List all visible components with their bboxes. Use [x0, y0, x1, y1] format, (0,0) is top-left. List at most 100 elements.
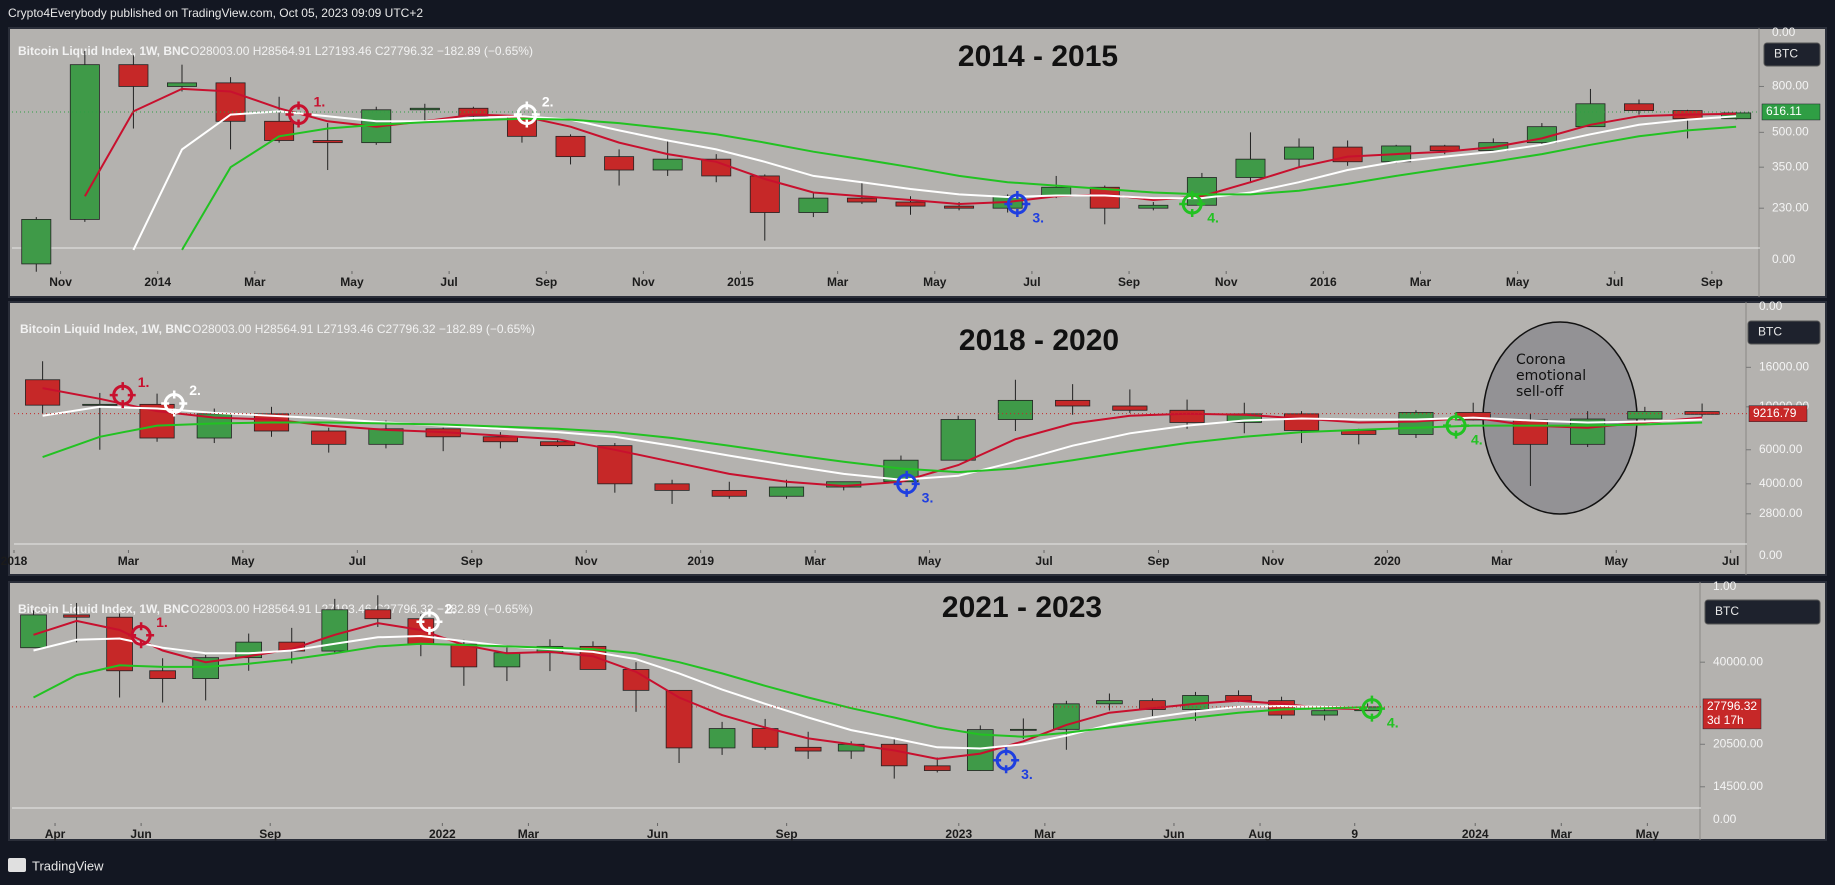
x-tick-label: Jul: [1023, 275, 1040, 289]
panel-title: 2021 - 2023: [942, 591, 1102, 624]
y-edge-label: 0.00: [1772, 25, 1796, 39]
candle-body: [798, 197, 829, 213]
signal-marker-cross: [1443, 412, 1470, 439]
candle-body: [1010, 728, 1037, 731]
y-tick-label: 16000.00: [1759, 360, 1809, 374]
candle-body: [1284, 146, 1315, 160]
annotation-ellipse: [1482, 321, 1638, 515]
candle-body: [21, 219, 52, 265]
signal-marker: 4.: [1443, 412, 1483, 447]
candle-body: [63, 614, 90, 618]
candle-body: [106, 616, 133, 672]
x-tick-label: Nov: [575, 554, 598, 568]
candle-body: [364, 609, 392, 620]
last-price-label: 9216.79: [1753, 406, 1797, 420]
x-tick-label: May: [1605, 554, 1629, 568]
last-price-label: 616.11: [1766, 104, 1802, 118]
panel-background: [8, 581, 1827, 841]
candle-body: [82, 403, 118, 406]
y-tick-label: 2800.00: [1759, 506, 1803, 520]
candle-body: [1055, 399, 1091, 407]
candle-body: [25, 379, 61, 406]
panel-background: [8, 27, 1827, 298]
signal-marker: 1.: [285, 93, 325, 128]
y-tick-label: 20500.00: [1713, 736, 1763, 750]
x-tick-label: Jul: [440, 275, 457, 289]
symbol-badge-label: BTC: [1774, 47, 1798, 61]
x-tick-label: 2019: [687, 554, 714, 568]
x-tick-label: Jul: [1606, 275, 1623, 289]
candle-body: [997, 399, 1033, 420]
signal-marker-cross: [893, 470, 920, 497]
y-tick-label: 14500.00: [1713, 779, 1763, 793]
legend-symbol: Bitcoin Liquid Index, 1W, BNC: [18, 602, 190, 616]
candle-body: [1398, 412, 1434, 435]
x-tick-label: Mar: [244, 275, 266, 289]
x-tick-label: Sep: [1118, 275, 1140, 289]
symbol-badge-label: BTC: [1758, 325, 1782, 339]
candle-body: [604, 156, 635, 171]
moving-average-line: [42, 387, 1703, 488]
candle-body: [944, 205, 975, 209]
signal-marker-cross: [109, 382, 136, 409]
x-tick-label: May: [1506, 275, 1530, 289]
signal-marker: 3.: [893, 470, 933, 506]
y-edge-label: 0.00: [1759, 548, 1783, 562]
moving-average-line: [84, 87, 1737, 206]
x-tick-label: 2022: [429, 827, 456, 841]
panel-title: 2018 - 2020: [959, 324, 1119, 357]
candle-body: [458, 107, 489, 117]
legend-ohlc: O28003.00 H28564.91 L27193.46 C27796.32 …: [192, 322, 535, 336]
candle-body: [192, 657, 219, 679]
candle-body: [794, 746, 822, 752]
signal-marker-label: 2.: [444, 600, 456, 616]
candle-body: [1627, 411, 1663, 420]
publish-header: Crypto4Everybody published on TradingVie…: [8, 6, 423, 20]
x-tick-label: May: [231, 554, 255, 568]
candle-body: [1096, 700, 1123, 705]
moving-average-line: [42, 421, 1703, 474]
candle-body: [1429, 145, 1460, 151]
candle-body: [1684, 411, 1720, 415]
x-tick-label: 9: [1351, 827, 1358, 841]
candle-body: [493, 652, 521, 668]
candle-body: [555, 135, 586, 158]
symbol-badge: [1704, 599, 1821, 625]
x-tick-label: 2018: [1, 554, 28, 568]
annotation-text: Corona emotional sell-off: [1516, 352, 1587, 400]
x-tick-label: Mar: [1491, 554, 1513, 568]
candle-body: [311, 430, 347, 445]
x-tick-label: Mar: [1410, 275, 1432, 289]
legend-ohlc: O28003.00 H28564.91 L27193.46 C27796.32 …: [190, 44, 533, 58]
panel: 2018 - 2020 Bitcoin Liquid Index, 1W, BNC…: [1, 299, 1827, 576]
signal-marker: 2.: [416, 600, 456, 635]
x-tick-label: 2020: [1374, 554, 1401, 568]
candle-body: [540, 441, 576, 447]
candle-body: [768, 486, 805, 497]
signal-marker: 4.: [1358, 695, 1399, 730]
candle-body: [895, 201, 926, 207]
candle-body: [708, 728, 736, 749]
x-tick-label: Nov: [49, 275, 72, 289]
candle-body: [880, 743, 908, 767]
x-tick-label: Mar: [518, 827, 540, 841]
signal-marker-cross: [1004, 191, 1031, 218]
x-tick-label: May: [918, 554, 942, 568]
candle-body: [940, 419, 976, 461]
signal-marker-label: 3.: [1032, 210, 1044, 226]
signal-marker-label: 1.: [138, 374, 150, 390]
moving-average-line: [33, 642, 1368, 738]
candle-body: [711, 489, 747, 497]
signal-marker-label: 4.: [1207, 210, 1219, 226]
x-tick-label: Nov: [632, 275, 655, 289]
signal-marker-label: 4.: [1387, 714, 1399, 730]
signal-marker-label: 2.: [542, 93, 554, 109]
x-tick-label: Mar: [827, 275, 849, 289]
moving-average-line: [181, 117, 1737, 251]
x-tick-label: 2014: [144, 275, 171, 289]
plot-area: [21, 51, 1752, 272]
candle-body: [1721, 112, 1752, 120]
signal-marker-label: 2.: [189, 382, 201, 398]
signal-marker-label: 4.: [1471, 431, 1483, 447]
